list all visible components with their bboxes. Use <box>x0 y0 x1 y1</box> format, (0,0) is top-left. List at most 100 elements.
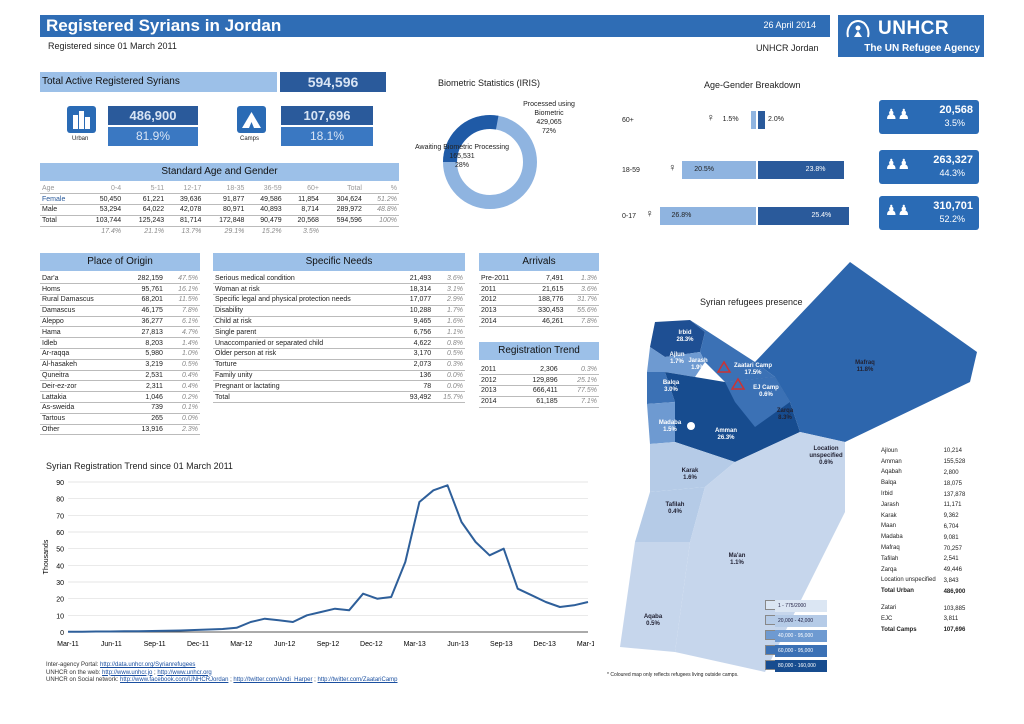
table-cell: 3.6% <box>433 273 465 285</box>
ej-camp-icon <box>730 377 746 390</box>
table-cell: 61,185 <box>511 396 560 408</box>
table-row: Single parent 6,756 1.1% <box>213 326 465 339</box>
table-cell: 2,306 <box>511 364 560 376</box>
table-cell: 103,885 <box>943 605 966 612</box>
portal-link[interactable]: http://data.unhcr.org/Syrianrefugees <box>100 662 196 668</box>
map-label-name: Balqa <box>662 380 680 386</box>
map-irbid <box>650 320 705 357</box>
table-cell: 55.6% <box>565 305 599 317</box>
total-label: Total Active Registered Syrians <box>40 72 277 92</box>
table-row: 2011 21,615 3.6% <box>479 283 599 296</box>
x-tick-label: Mar-13 <box>404 641 426 648</box>
map-label-pct: 1.9% <box>691 365 705 371</box>
table-cell: Rural Damascus <box>40 294 122 306</box>
table-cell: 15.2% <box>261 228 282 236</box>
footer-text: UNHCR on the web: <box>46 669 103 676</box>
table-cell: 1.3% <box>565 273 599 285</box>
table-cell: 289,972 <box>320 204 364 216</box>
table-row: Deir-ez-zor 2,311 0.4% <box>40 380 200 393</box>
table-row: Lattakia 1,046 0.2% <box>40 391 200 404</box>
twitter-link-1[interactable]: http://twitter.com/Andi_Harper <box>233 677 313 683</box>
table-cell: 7.8% <box>164 305 200 317</box>
table-cell: 100% <box>363 215 399 227</box>
table-cell: 15.7% <box>433 391 465 404</box>
y-tick-label: 70 <box>56 513 64 520</box>
table-row: Tafilah 2,541 <box>879 554 969 565</box>
table-row: Specific legal and physical protection n… <box>213 294 465 306</box>
twitter-link-2[interactable]: http://twitter.com/ZaatariCamp <box>317 677 398 683</box>
table-cell: Serious medical condition <box>213 273 400 285</box>
table-cell: Ar-raqqa <box>40 348 122 360</box>
male-pct: 25.4% <box>811 212 832 219</box>
biometric-donut-chart <box>443 115 537 209</box>
table-cell: 11,171 <box>943 502 962 509</box>
table-header-row: Age 0-4 5-11 12-17 18-35 36-59 60+ Total% <box>40 183 399 195</box>
table-row: Zatari 103,885 <box>879 603 969 614</box>
table-cell: 0.5% <box>164 359 200 371</box>
table-cell: 20,568 <box>283 215 321 227</box>
table-row: 2013 666,411 77.5% <box>479 385 599 397</box>
table-cell: 594,596 <box>320 215 364 227</box>
table-row: Idleb 8,203 1.4% <box>40 337 200 350</box>
table-cell: Karak <box>881 512 897 519</box>
map-label: Tafilah 0.4% <box>655 502 695 516</box>
table-row: Total Camps 107,696 <box>879 625 969 636</box>
map-label-pct: 0.6% <box>819 460 833 466</box>
footer-line-2: UNHCR on the web: http://www.unhcr.jo ; … <box>46 670 398 678</box>
table-cell: 666,411 <box>511 385 560 397</box>
table-cell: 2013 <box>479 305 525 317</box>
table-header: % <box>363 183 399 195</box>
map-label-name: Karak <box>681 468 699 474</box>
table-cell: 0.3% <box>559 364 599 376</box>
table-cell: 1.4% <box>164 337 200 350</box>
table-cell: As-sweida <box>40 402 122 414</box>
table-cell: 2014 <box>479 396 512 408</box>
table-cell: 91,877 <box>203 193 247 206</box>
table-cell: Zatari <box>881 605 897 612</box>
table-cell: Amman <box>881 458 902 465</box>
table-header: 0-4 <box>80 183 124 195</box>
table-row: Damascus 46,175 7.8% <box>40 305 200 317</box>
table-cell: 4,622 <box>399 337 434 350</box>
table-cell: 0.3% <box>433 359 465 371</box>
map-label-pct: 0.6% <box>759 392 773 398</box>
table-cell: 46,175 <box>121 305 165 317</box>
table-row: Location unspecified 3,843 <box>879 576 969 587</box>
table-row: Dar'a 282,159 47.5% <box>40 273 200 285</box>
map-label: Zaatari Camp 17.5% <box>733 363 773 377</box>
map-label: Madaba 1.5% <box>650 420 690 434</box>
table-row: Hama 27,813 4.7% <box>40 326 200 339</box>
y-tick-label: 30 <box>56 580 64 587</box>
map-label-name: Zarqa <box>776 408 794 414</box>
facebook-link[interactable]: http://www.facebook.com/UNHCRJordan <box>120 677 229 683</box>
y-tick-label: 20 <box>56 597 64 604</box>
map-label-pct: 0.5% <box>646 621 660 627</box>
map-label-pct: 1.6% <box>683 475 697 481</box>
awaiting-pct: 28% <box>454 162 469 169</box>
table-cell: 3,811 <box>943 616 959 623</box>
table-cell: Specific legal and physical protection n… <box>213 294 400 306</box>
table-cell: Pregnant or lactating <box>213 380 400 393</box>
web-link-org[interactable]: http://www.unhcr.org <box>157 669 212 676</box>
map-label: Zarqa 8.3% <box>765 408 805 422</box>
table-cell: 6,756 <box>399 326 434 339</box>
origin-table: Dar'a 282,159 47.5% Homs 95,761 16.1% Rural Da… <box>40 273 200 436</box>
table-cell: 8,203 <box>121 337 165 350</box>
table-cell: 9,362 <box>943 513 959 520</box>
table-cell: 1,046 <box>121 391 165 404</box>
legend-label: 40,000 - 95,000 <box>775 630 827 642</box>
x-tick-label: Dec-11 <box>187 641 209 648</box>
table-cell: 1.6% <box>433 316 465 328</box>
table-cell: 1.1% <box>433 326 465 339</box>
table-cell: Mafraq <box>881 545 900 552</box>
table-cell: Location unspecified <box>881 577 936 584</box>
table-row: Aleppo 36,277 6.1% <box>40 316 200 328</box>
table-cell: Child at risk <box>213 316 400 328</box>
web-link-jo[interactable]: http://www.unhcr.jo <box>102 669 153 676</box>
map-label-name: Ajlun <box>669 352 685 358</box>
table-cell <box>40 226 80 237</box>
table-cell: Tartous <box>40 413 122 425</box>
table-row: Maan 6,704 <box>879 522 969 533</box>
table-cell: 95,761 <box>121 283 165 296</box>
age-total-pct: 44.3% <box>939 168 965 178</box>
